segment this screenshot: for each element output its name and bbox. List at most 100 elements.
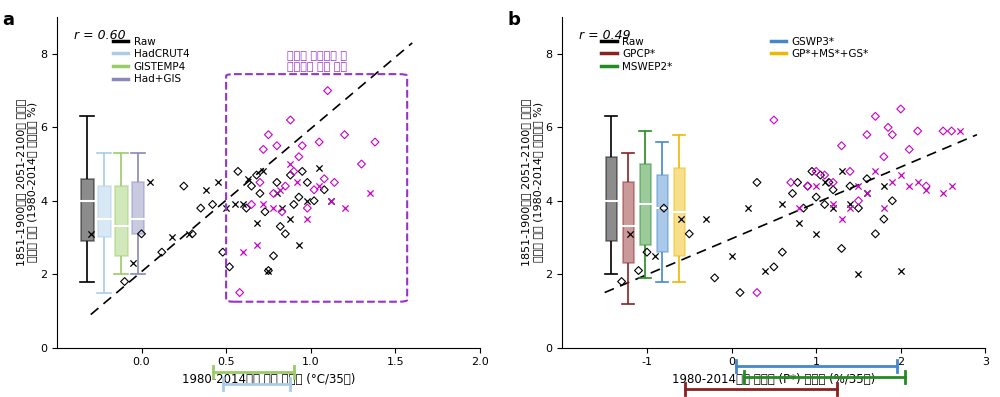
Point <box>323 198 339 204</box>
Point <box>859 190 875 197</box>
Point <box>757 267 773 274</box>
Point <box>808 168 824 175</box>
Point <box>790 179 806 185</box>
Bar <box>98 186 111 237</box>
Point <box>277 183 293 189</box>
Point <box>215 249 231 255</box>
Bar <box>115 186 128 256</box>
Point <box>142 179 158 185</box>
Point <box>893 106 909 112</box>
Point <box>859 131 875 138</box>
Point <box>337 205 353 211</box>
Point <box>184 231 200 237</box>
Point <box>232 289 248 296</box>
Point <box>656 205 672 211</box>
Point <box>707 275 723 281</box>
Point <box>367 139 383 145</box>
Point <box>910 128 926 134</box>
Point <box>842 205 858 211</box>
Point <box>274 205 290 211</box>
Point <box>306 187 322 193</box>
Y-axis label: 1851-1900년과 2051-2100년 사이의
강수량 변화 (1980-2014년 평균대비 %): 1851-1900년과 2051-2100년 사이의 강수량 변화 (1980-… <box>521 99 543 266</box>
Text: a: a <box>2 11 14 29</box>
Point <box>784 190 800 197</box>
Bar <box>657 175 668 252</box>
Point <box>218 205 234 211</box>
Point <box>286 168 302 175</box>
Point <box>774 201 790 208</box>
Point <box>230 168 246 175</box>
Point <box>834 216 850 222</box>
Point <box>154 249 170 255</box>
Point <box>842 201 858 208</box>
Point <box>243 183 259 189</box>
Point <box>812 172 828 178</box>
Point <box>918 187 934 193</box>
Point <box>227 201 243 208</box>
Point <box>867 231 883 237</box>
Point <box>850 271 866 278</box>
Point <box>884 131 900 138</box>
Point <box>884 179 900 185</box>
Point <box>808 194 824 200</box>
Bar <box>606 157 617 241</box>
Point <box>272 223 288 229</box>
Point <box>817 172 833 178</box>
Point <box>850 198 866 204</box>
Point <box>272 187 288 193</box>
Point <box>362 190 378 197</box>
Point <box>265 205 281 211</box>
Text: b: b <box>507 11 520 29</box>
Point <box>673 216 689 222</box>
Point <box>825 205 841 211</box>
Point <box>265 252 281 259</box>
Point <box>867 168 883 175</box>
Point <box>306 198 322 204</box>
Point <box>193 205 209 211</box>
Point <box>850 205 866 211</box>
Point <box>249 172 265 178</box>
Point <box>808 183 824 189</box>
Point <box>282 117 298 123</box>
Point <box>842 168 858 175</box>
Point <box>240 175 256 182</box>
Point <box>221 264 237 270</box>
Point <box>337 131 353 138</box>
Point <box>282 216 298 222</box>
Text: r = 0.49: r = 0.49 <box>579 29 631 42</box>
Point <box>176 183 192 189</box>
Point <box>825 201 841 208</box>
Point <box>834 245 850 252</box>
Point <box>277 231 293 237</box>
Point <box>286 201 302 208</box>
Point <box>698 216 714 222</box>
Point <box>804 168 820 175</box>
Point <box>117 278 133 285</box>
Point <box>817 179 833 185</box>
Point <box>260 267 276 274</box>
Point <box>740 205 756 211</box>
Point <box>867 113 883 119</box>
Point <box>205 201 221 208</box>
Point <box>893 172 909 178</box>
Point <box>255 168 271 175</box>
Point <box>255 201 271 208</box>
Point <box>291 154 307 160</box>
Point <box>252 179 268 185</box>
Point <box>859 190 875 197</box>
Point <box>834 168 850 175</box>
Point <box>842 183 858 189</box>
Point <box>260 131 276 138</box>
Point <box>353 161 369 167</box>
Point <box>800 183 816 189</box>
Point <box>935 128 951 134</box>
Point <box>817 201 833 208</box>
Point <box>299 179 315 185</box>
Point <box>274 208 290 215</box>
Point <box>880 124 896 131</box>
Point <box>243 201 259 208</box>
Point <box>294 143 310 149</box>
Point <box>311 165 327 171</box>
Point <box>800 183 816 189</box>
Point <box>257 208 273 215</box>
